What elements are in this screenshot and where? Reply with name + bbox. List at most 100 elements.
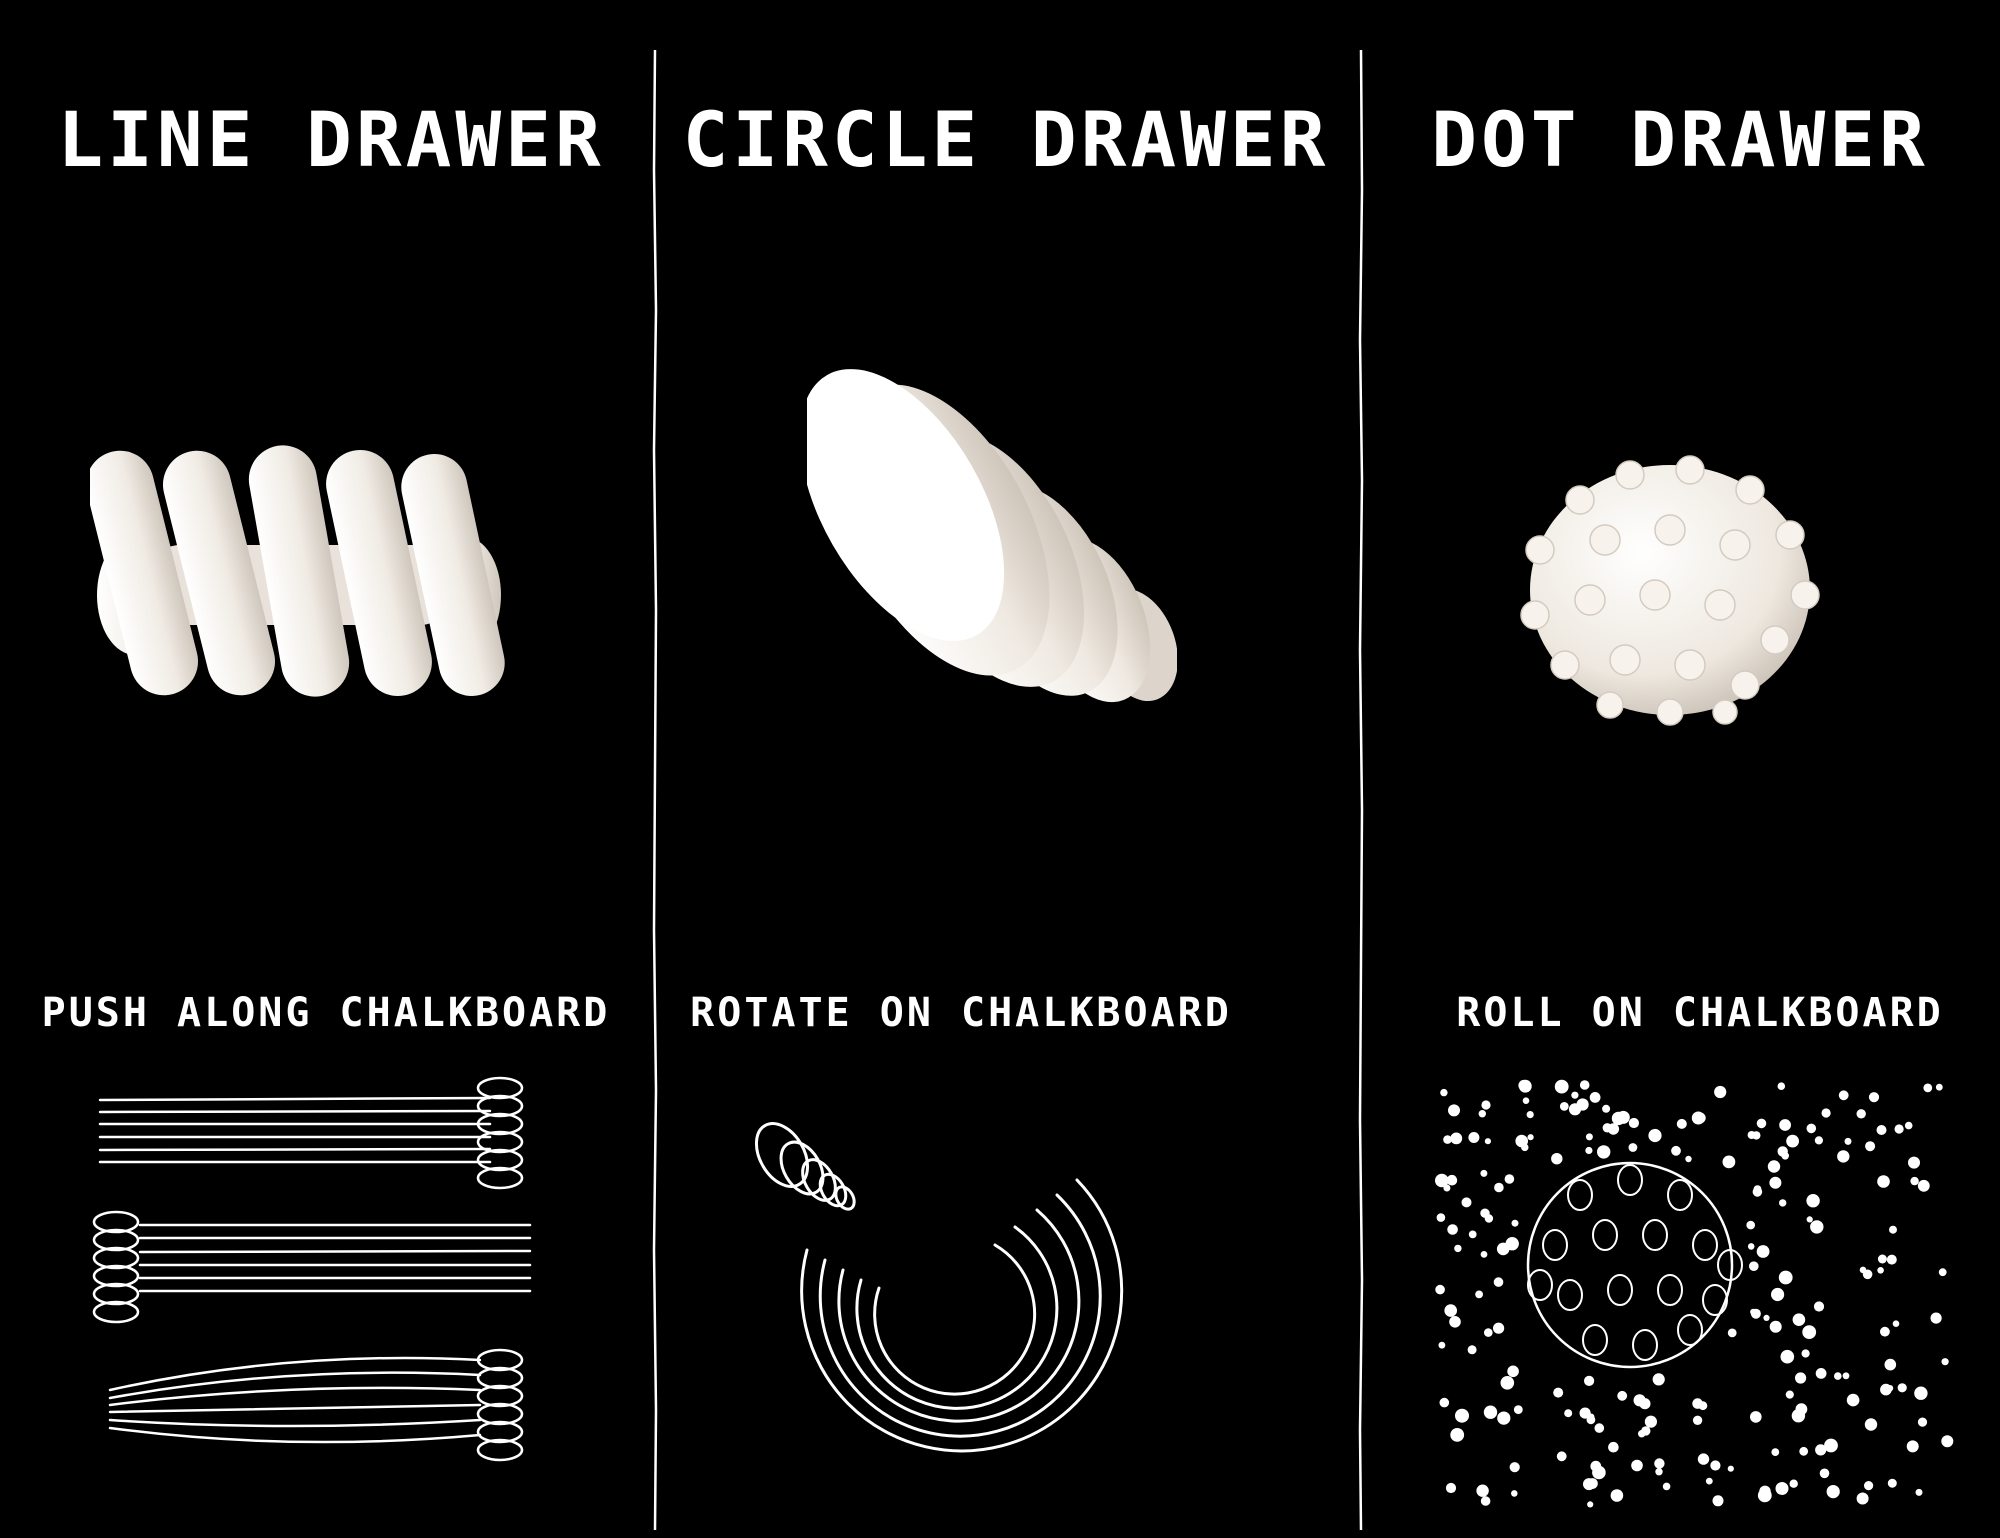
chalk-dot: [1806, 1123, 1817, 1134]
dot-drawer-bump: [1617, 1164, 1643, 1196]
chalk-dot: [1923, 1083, 1933, 1093]
chalk-dot: [1795, 1372, 1807, 1384]
chalk-dot: [1494, 1182, 1504, 1193]
chalk-dot: [1648, 1128, 1662, 1143]
chalk-dot: [1844, 1137, 1852, 1145]
chalk-dot: [1592, 1465, 1606, 1480]
chalk-dot: [1806, 1216, 1813, 1223]
chalk-dot: [1631, 1459, 1643, 1472]
chalk-dot: [1584, 1375, 1595, 1386]
chalk-dot: [1685, 1155, 1692, 1163]
chalk-dot: [1585, 1146, 1593, 1155]
chalk-dot: [1607, 1123, 1620, 1135]
chalk-dot: [1576, 1098, 1589, 1111]
chalk-dot: [1722, 1155, 1736, 1169]
dot-drawer-bump: [1542, 1229, 1568, 1261]
chalk-dot: [1444, 1304, 1457, 1317]
circle-drawer-object: [807, 369, 1177, 703]
chalk-dot: [1641, 1426, 1651, 1436]
chalk-dot: [1511, 1219, 1519, 1227]
chalk-dot: [1478, 1110, 1486, 1118]
chalk-dot: [1450, 1428, 1465, 1442]
chalk-dot: [1551, 1153, 1563, 1165]
chalk-dot: [1579, 1080, 1590, 1090]
dot-drawer-bump: [1702, 1284, 1728, 1316]
chalk-dot: [1775, 1482, 1789, 1495]
chalk-dot: [1763, 1314, 1770, 1321]
chalk-dot: [1585, 1133, 1593, 1141]
chalk-dot: [1795, 1403, 1808, 1416]
chalk-dot: [1511, 1490, 1518, 1497]
chalk-dot: [1467, 1345, 1477, 1355]
chalk-dot: [1436, 1213, 1446, 1222]
chalk-dot: [1480, 1496, 1491, 1506]
chalk-dot: [1628, 1117, 1639, 1129]
chalk-dot: [1864, 1481, 1874, 1491]
chalk-dot: [1571, 1091, 1579, 1099]
chalk-dot: [1780, 1349, 1795, 1364]
chalk-dot: [1864, 1418, 1878, 1431]
chalk-dot: [1877, 1267, 1884, 1274]
chalk-dot: [1813, 1301, 1825, 1312]
chalk-dot: [1859, 1266, 1867, 1274]
dot-drawer-bump: [1582, 1324, 1608, 1356]
dot-drawer-bump: [1567, 1179, 1593, 1211]
chalk-dot: [1826, 1485, 1840, 1499]
chalk-dot: [1480, 1251, 1488, 1258]
dot-drawer-bump: [1667, 1179, 1693, 1211]
chalk-dot: [1507, 1365, 1519, 1378]
chalk-dot: [1838, 1090, 1849, 1101]
column-instruction: PUSH ALONG CHALKBOARD: [41, 990, 611, 1036]
chalk-dot: [1450, 1132, 1463, 1145]
chalk-dot: [1586, 1415, 1596, 1425]
chalk-dot: [1941, 1358, 1949, 1366]
chalk-dot: [1652, 1373, 1665, 1386]
dot-drawer-object: [1520, 455, 1820, 726]
chalk-dot: [1756, 1118, 1767, 1129]
chalk-dot: [1892, 1320, 1900, 1327]
chalk-dot: [1801, 1349, 1810, 1358]
chalk-dot: [1597, 1145, 1611, 1159]
dot-drawer-bump: [1642, 1219, 1668, 1251]
chalk-dot: [1698, 1401, 1708, 1411]
chalk-dot: [1814, 1136, 1823, 1145]
line-drawer-object: [90, 445, 505, 697]
chalk-dot: [1886, 1254, 1897, 1265]
column-instruction: ROTATE ON CHALKBOARD: [690, 990, 1232, 1036]
chalk-dot: [1771, 1448, 1780, 1456]
chalk-dot: [1856, 1492, 1869, 1505]
chalk-dot: [1655, 1468, 1663, 1476]
chalk-dot: [1583, 1478, 1595, 1491]
chalk-dot: [1505, 1237, 1519, 1251]
chalk-dot: [1468, 1230, 1477, 1239]
chalk-dot: [1468, 1132, 1480, 1143]
chalk-dot: [1483, 1405, 1498, 1419]
chalk-dot: [1714, 1085, 1727, 1099]
chalk-dot: [1773, 1288, 1781, 1295]
column-title: CIRCLE DRAWER: [682, 95, 1330, 184]
chalk-dot: [1802, 1325, 1817, 1339]
chalk-dot: [1930, 1312, 1942, 1324]
chalk-dot: [1493, 1277, 1504, 1287]
chalk-dot: [1564, 1409, 1573, 1418]
chalk-dot: [1553, 1387, 1564, 1398]
chalk-dot: [1904, 1121, 1913, 1130]
circle-drawer-icon: [754, 1122, 856, 1211]
chalk-dot: [1767, 1160, 1781, 1173]
chalk-dot: [1440, 1088, 1448, 1097]
chalk-dot: [1727, 1328, 1737, 1338]
column-divider: [1358, 50, 1364, 1530]
chalk-dot: [1785, 1390, 1794, 1399]
chalk-dot: [1917, 1417, 1928, 1427]
chalk-dot: [1493, 1322, 1505, 1334]
chalk-dot: [1435, 1173, 1449, 1188]
chalk-dot: [1917, 1179, 1930, 1192]
chalk-dot: [1671, 1145, 1681, 1156]
dot-drawer-sketch: [1435, 1079, 1954, 1508]
chalk-dot: [1750, 1308, 1761, 1319]
chalk-dot: [1602, 1104, 1611, 1113]
chalk-dot: [1513, 1405, 1523, 1414]
chalk-dot: [1438, 1341, 1446, 1349]
chalk-dot: [1846, 1393, 1860, 1407]
chalk-dot: [1876, 1125, 1887, 1135]
